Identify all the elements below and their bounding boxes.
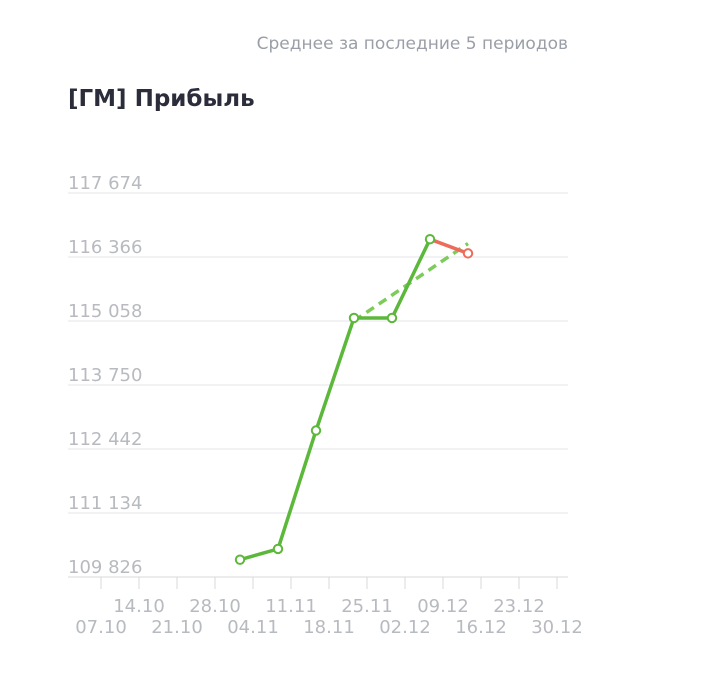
data-series (234, 233, 474, 565)
x-tick-label: 02.12 (379, 617, 431, 638)
data-point (424, 233, 436, 245)
y-tick-label: 116 366 (68, 237, 142, 258)
y-tick-label: 113 750 (68, 365, 142, 386)
y-tick-label: 109 826 (68, 557, 142, 578)
x-tick-label: 25.11 (341, 596, 393, 617)
data-point (310, 425, 322, 436)
x-tick-label: 09.12 (417, 596, 469, 617)
series-segment (428, 237, 470, 256)
y-tick-label: 112 442 (68, 429, 142, 450)
x-tick-label: 28.10 (189, 596, 241, 617)
series-segment (314, 316, 356, 433)
x-tick-label: 07.10 (75, 617, 127, 638)
x-tick-label: 11.11 (265, 596, 317, 617)
y-tick-label: 117 674 (68, 173, 142, 194)
x-tick-label: 18.11 (303, 617, 355, 638)
y-axis-ticks: 109 826 111 134 112 442 113 750 115 058 116 3… (68, 173, 142, 578)
x-axis: 07.1014.1021.1028.1004.1111.1118.1125.11… (68, 576, 583, 638)
x-tick-label: 21.10 (151, 617, 203, 638)
chart-title: [ГМ] Прибыль (68, 86, 255, 112)
x-tick-label: 23.12 (493, 596, 545, 617)
data-point (272, 543, 284, 555)
y-tick-label: 111 134 (68, 493, 142, 514)
data-point (462, 248, 474, 259)
x-tick-label: 04.11 (227, 617, 279, 638)
chart-subtitle: Среднее за последние 5 периодов (256, 34, 568, 54)
y-tick-label: 115 058 (68, 301, 142, 322)
x-tick-label: 30.12 (531, 617, 583, 638)
series-segment (238, 547, 280, 562)
x-tick-label: 14.10 (113, 596, 165, 617)
series-segment (276, 428, 318, 551)
data-point (386, 312, 398, 324)
data-point (348, 312, 360, 324)
series-segment (390, 237, 432, 320)
grid-lines (68, 192, 568, 514)
data-point (234, 554, 246, 565)
x-tick-label: 16.12 (455, 617, 507, 638)
